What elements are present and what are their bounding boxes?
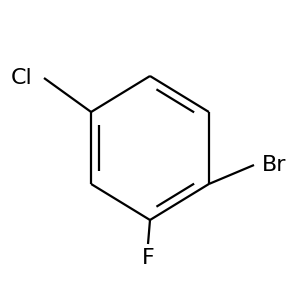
Text: Cl: Cl (10, 68, 32, 88)
Text: F: F (142, 248, 154, 268)
Text: Br: Br (262, 155, 286, 175)
